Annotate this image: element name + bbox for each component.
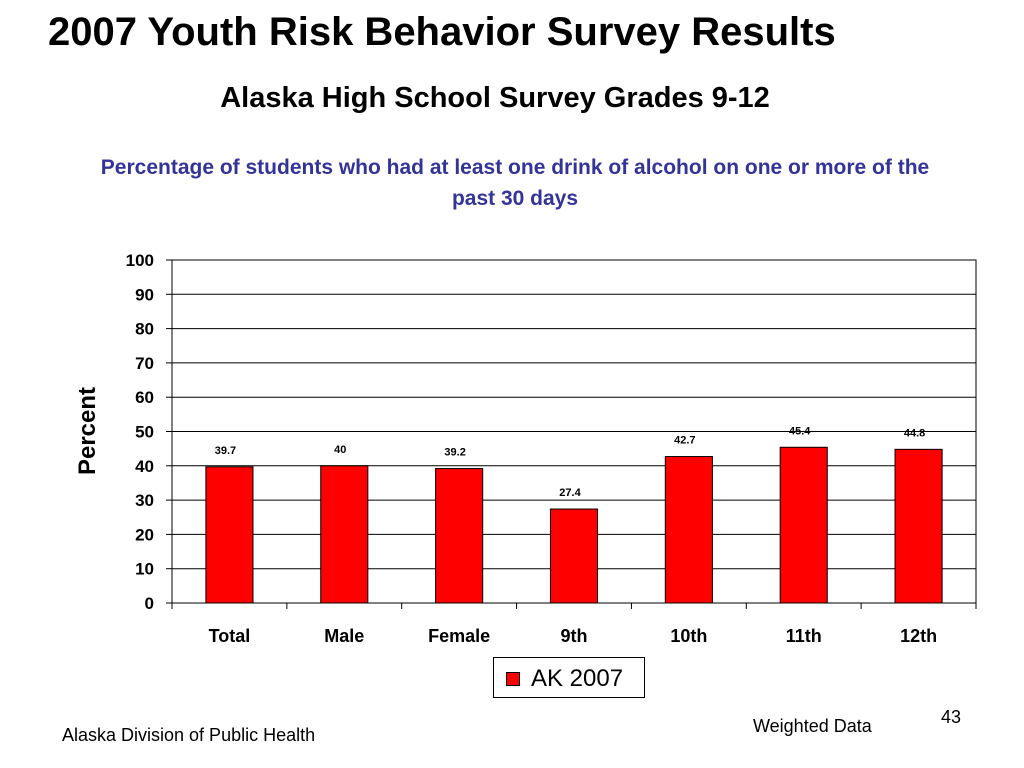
footer-note: Weighted Data — [753, 716, 872, 736]
page-number: 43 — [941, 707, 962, 727]
bar — [664, 456, 713, 604]
y-axis-title: Percent — [74, 387, 101, 475]
data-label: 45.4 — [789, 425, 811, 437]
data-label: 27.4 — [559, 487, 581, 499]
y-tick-label: 40 — [135, 457, 154, 476]
slide-subtitle: Alaska High School Survey Grades 9-12 — [220, 82, 770, 114]
legend-swatch — [506, 672, 520, 686]
x-tick-label: 11th — [786, 626, 822, 646]
x-tick-label: 10th — [670, 626, 707, 646]
y-tick-label: 60 — [135, 388, 154, 407]
x-tick-label: 9th — [561, 626, 588, 646]
bar — [779, 446, 828, 604]
y-tick-label: 90 — [135, 285, 154, 304]
y-tick-label: 100 — [126, 251, 154, 270]
y-tick-label: 50 — [135, 423, 154, 442]
x-tick-label: Female — [428, 626, 490, 646]
data-label: 39.2 — [444, 447, 465, 459]
data-label: 42.7 — [674, 435, 695, 447]
footer-organization: Alaska Division of Public Health — [62, 725, 316, 745]
chart-title: Percentage of students who had at least … — [100, 156, 930, 210]
data-label: 39.7 — [215, 445, 236, 457]
x-tick-label: Total — [209, 626, 251, 646]
chart-legend: AK 2007 — [493, 657, 645, 698]
x-tick-label: 12th — [900, 626, 937, 646]
y-tick-label: 30 — [135, 491, 154, 510]
bar — [894, 448, 943, 604]
y-tick-label: 70 — [135, 354, 154, 373]
bar — [435, 468, 484, 604]
y-tick-label: 80 — [135, 320, 154, 339]
bar — [205, 466, 254, 604]
bar — [549, 508, 599, 604]
data-label: 40 — [334, 444, 346, 456]
bar — [320, 465, 369, 604]
y-tick-label: 20 — [135, 525, 154, 544]
slide-title: 2007 Youth Risk Behavior Survey Results — [48, 10, 836, 54]
y-tick-label: 10 — [135, 560, 154, 579]
legend-label: AK 2007 — [531, 665, 624, 692]
y-tick-label: 0 — [145, 594, 154, 613]
x-tick-label: Male — [324, 626, 364, 646]
data-label: 44.8 — [904, 427, 925, 439]
